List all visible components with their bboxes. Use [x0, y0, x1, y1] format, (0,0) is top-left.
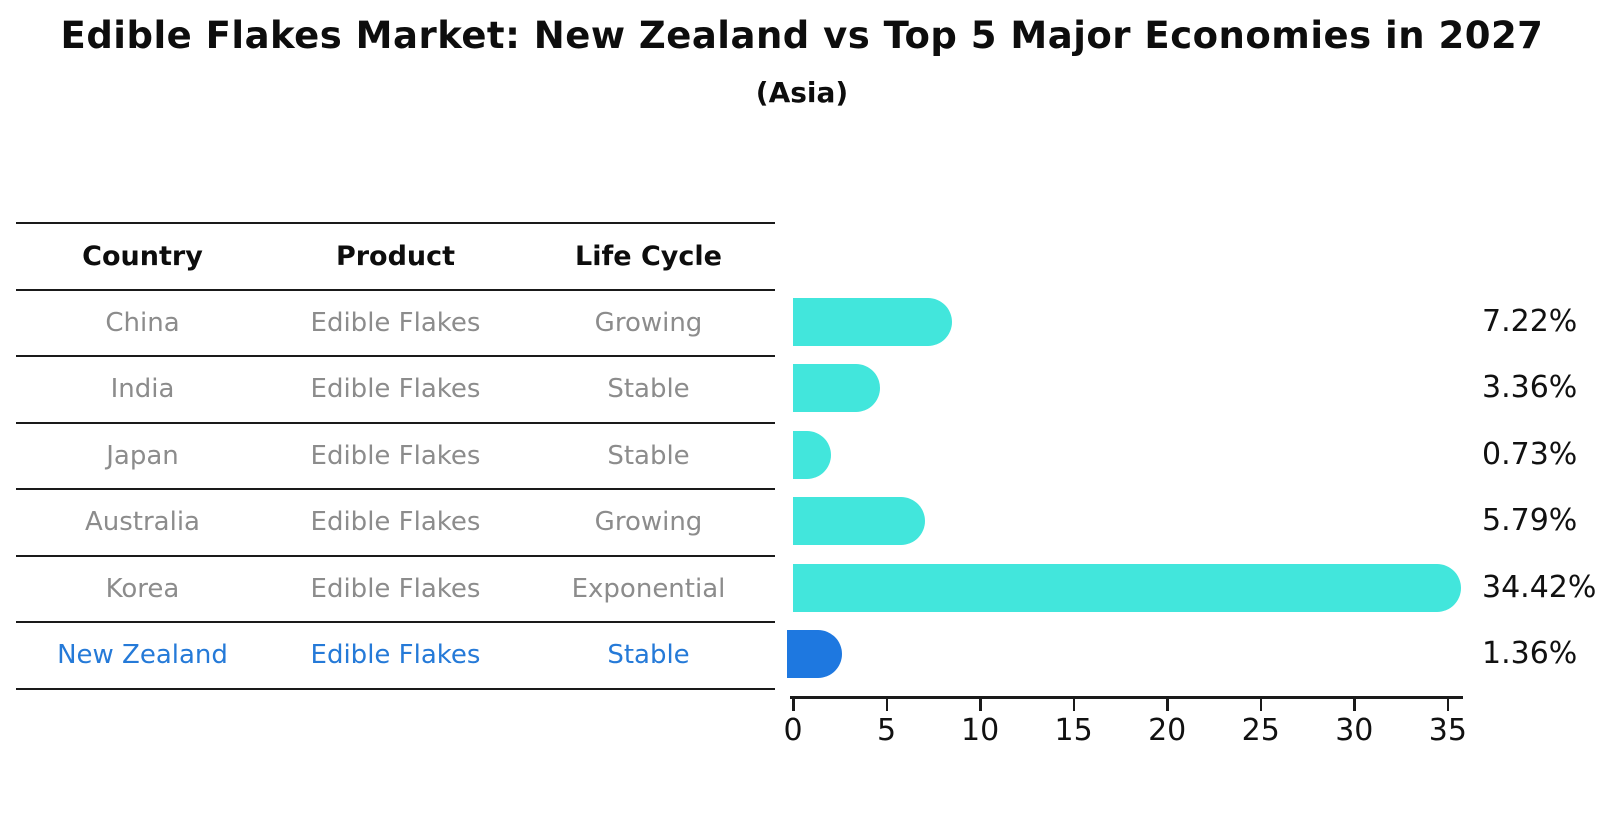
- value-label-japan: 0.73%: [1482, 436, 1578, 472]
- x-tick-mark: [1446, 699, 1450, 711]
- country-table: Country Product Life Cycle China Edible …: [16, 222, 775, 690]
- cell-country: China: [105, 307, 180, 338]
- cell-country: Japan: [106, 440, 179, 471]
- x-tick-label: 35: [1428, 713, 1467, 748]
- table-row-india: India Edible Flakes Stable: [16, 357, 775, 424]
- bar-row-new-zealand: [787, 621, 1463, 688]
- cell-product: Edible Flakes: [310, 507, 481, 538]
- x-tick-mark: [1353, 699, 1356, 711]
- table-row-australia: Australia Edible Flakes Growing: [16, 490, 775, 557]
- x-tick-mark: [1259, 699, 1263, 711]
- cell-product: Edible Flakes: [310, 374, 481, 405]
- bar-row-korea: [793, 555, 1463, 622]
- x-axis-line: [790, 696, 1463, 699]
- value-label-australia: 5.79%: [1482, 503, 1578, 538]
- cell-country: New Zealand: [57, 640, 228, 671]
- x-tick-mark: [1072, 699, 1076, 711]
- x-tick-label: 25: [1241, 713, 1280, 748]
- bar-india: [793, 364, 880, 412]
- cell-life-cycle: Growing: [594, 307, 703, 338]
- value-label-new-zealand: 1.36%: [1482, 636, 1578, 671]
- x-tick-mark: [979, 699, 982, 711]
- x-tick-label: 5: [877, 713, 897, 748]
- x-tick-label: 30: [1335, 713, 1374, 748]
- x-tick-label: 20: [1148, 713, 1187, 748]
- bar-japan: [793, 430, 831, 479]
- cell-life-cycle: Exponential: [571, 573, 726, 604]
- cell-country: Korea: [105, 573, 180, 604]
- cell-life-cycle: Stable: [607, 440, 690, 471]
- cell-country: Australia: [84, 507, 200, 538]
- bar-row-india: [793, 355, 1463, 422]
- header-cell-product: Product: [335, 240, 456, 272]
- table-row-korea: Korea Edible Flakes Exponential: [16, 557, 775, 623]
- bar-row-australia: [793, 488, 1463, 555]
- header-cell-life-cycle: Life Cycle: [575, 240, 722, 272]
- bar-plot: [787, 289, 1463, 688]
- cell-product: Edible Flakes: [310, 440, 481, 471]
- bar-korea: [793, 563, 1461, 612]
- x-tick-mark: [792, 699, 795, 711]
- cell-life-cycle: Stable: [607, 640, 690, 671]
- table-row-japan: Japan Edible Flakes Stable: [16, 424, 775, 490]
- cell-country: India: [110, 374, 175, 405]
- bar-china: [793, 297, 953, 346]
- chart-subtitle: (Asia): [755, 76, 849, 109]
- table-row-new-zealand: New Zealand Edible Flakes Stable: [16, 623, 775, 690]
- bar-australia: [793, 497, 926, 545]
- x-tick-mark: [885, 699, 889, 711]
- bar-row-japan: [793, 422, 1463, 489]
- x-tick-label: 0: [783, 713, 803, 748]
- value-label-korea: 34.42%: [1482, 569, 1597, 605]
- bar-row-china: [793, 289, 1463, 356]
- x-tick-label: 15: [1054, 713, 1093, 748]
- header-cell-country: Country: [82, 240, 203, 272]
- cell-product: Edible Flakes: [310, 640, 481, 671]
- x-axis-ticks: 0 5 10 15 20 25 30 35: [783, 699, 1467, 759]
- value-labels: 7.22% 3.36% 0.73% 5.79% 34.42% 1.36%: [1482, 289, 1602, 688]
- table-header-row: Country Product Life Cycle: [16, 224, 775, 291]
- cell-product: Edible Flakes: [310, 307, 481, 338]
- cell-life-cycle: Growing: [594, 507, 703, 538]
- x-tick-mark: [1166, 699, 1169, 711]
- chart-title: Edible Flakes Market: New Zealand vs Top…: [60, 14, 1544, 57]
- cell-product: Edible Flakes: [310, 573, 481, 604]
- x-tick-label: 10: [961, 713, 1000, 748]
- bar-new-zealand: [787, 630, 843, 678]
- table-row-china: China Edible Flakes Growing: [16, 291, 775, 357]
- value-label-china: 7.22%: [1482, 303, 1578, 339]
- value-label-india: 3.36%: [1482, 370, 1578, 405]
- cell-life-cycle: Stable: [607, 374, 690, 405]
